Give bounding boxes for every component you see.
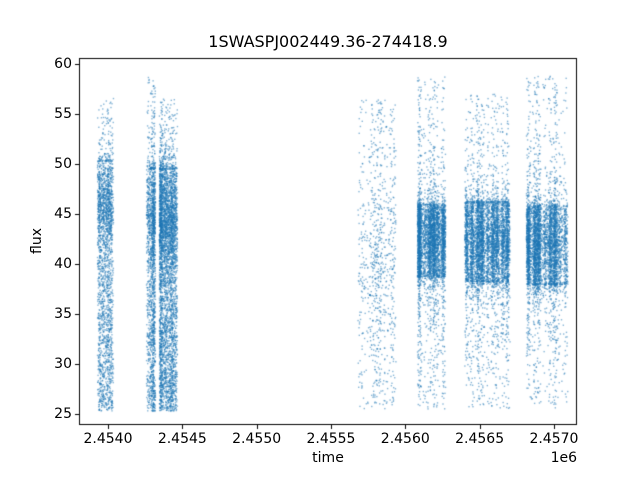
- x-axis-label: time: [312, 450, 344, 466]
- x-tick-label: 2.4555: [306, 431, 356, 447]
- y-tick-label: 50: [54, 156, 72, 172]
- y-axis-label: flux: [29, 228, 45, 254]
- x-tick-label: 2.4545: [157, 431, 207, 447]
- x-tick-label: 2.4565: [455, 431, 505, 447]
- y-tick-label: 35: [54, 306, 72, 322]
- x-tick-label: 2.4570: [529, 431, 579, 447]
- x-tick-label: 2.4560: [380, 431, 430, 447]
- y-tick-label: 60: [54, 56, 72, 72]
- y-tick-label: 30: [54, 356, 72, 372]
- axis-offset-label: 1e6: [550, 450, 577, 466]
- x-tick-label: 2.4550: [232, 431, 282, 447]
- chart-title: 1SWASPJ002449.36-274418.9: [208, 32, 448, 51]
- y-tick-label: 25: [54, 406, 72, 422]
- y-tick-label: 55: [54, 106, 72, 122]
- x-tick-label: 2.4540: [83, 431, 133, 447]
- y-tick-label: 45: [54, 206, 72, 222]
- y-tick-label: 40: [54, 256, 72, 272]
